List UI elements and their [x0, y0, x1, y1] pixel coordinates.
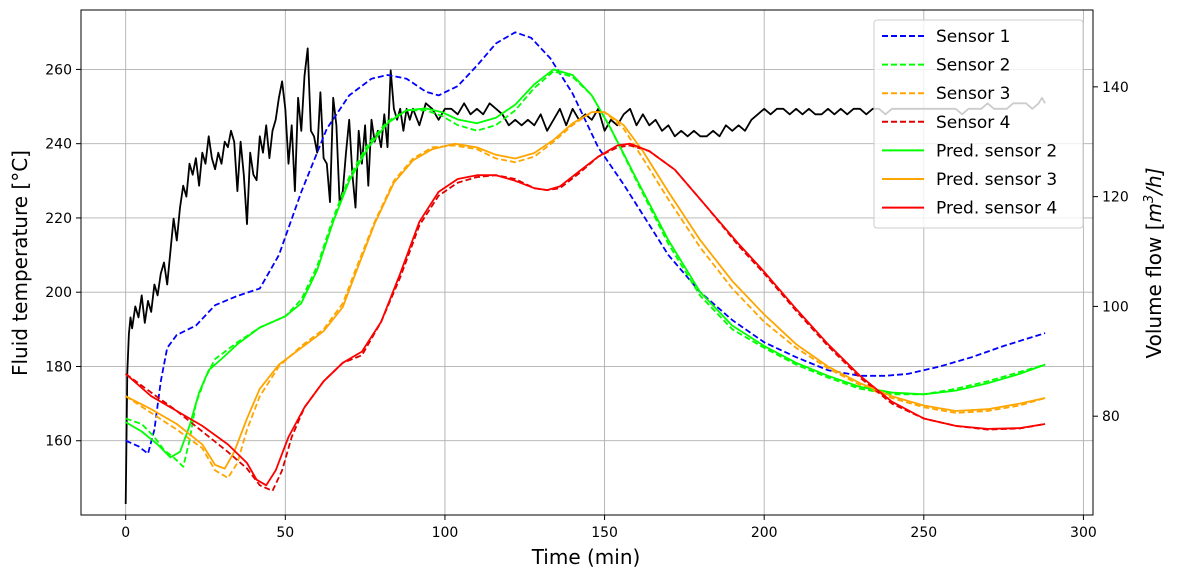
right-y-tick-label: 80	[1102, 409, 1120, 425]
legend-label-sensor-3: Sensor 3	[936, 84, 1011, 104]
right-y-axis-label-m: m	[1142, 203, 1166, 222]
legend-label-sensor-2: Sensor 2	[936, 56, 1011, 76]
left-y-tick-label: 260	[45, 62, 72, 78]
series-line-sensor-3	[125, 111, 1046, 479]
legend-label-sensor-4: Sensor 4	[936, 113, 1011, 133]
legend-label-sensor-1: Sensor 1	[936, 27, 1011, 47]
right-y-tick-label: 140	[1102, 80, 1129, 96]
axis-ticks: 0 50 100 150 200 250 300 160 180 200 220 240 260 80 10…	[45, 62, 1128, 541]
legend-label-pred-sensor-3: Pred. sensor 3	[936, 170, 1057, 190]
legend-box	[873, 19, 1084, 229]
x-tick-label: 150	[591, 525, 618, 541]
right-y-tick-label: 120	[1102, 190, 1129, 206]
x-tick-label: 300	[1070, 525, 1097, 541]
x-tick-label: 200	[751, 525, 778, 541]
series-line-sensor-4	[125, 144, 1046, 492]
series-line-pred-sensor-3	[125, 111, 1046, 470]
left-y-tick-label: 220	[45, 211, 72, 227]
right-y-axis-label-sup: 3	[1142, 195, 1157, 203]
x-axis-label: Time (min)	[531, 545, 641, 569]
series-lines	[124, 31, 1046, 505]
plot-frame	[80, 9, 1094, 516]
left-y-tick-label: 160	[45, 434, 72, 450]
right-y-axis-label-suffix: /h]	[1142, 167, 1166, 196]
right-y-axis-label: Volume flow [m3/h]	[1142, 167, 1166, 358]
legend: Sensor 1 Sensor 2 Sensor 3 Sensor 4 Pred. se…	[873, 19, 1084, 229]
series-line-sensor-1	[125, 31, 1046, 455]
left-y-tick-label: 240	[45, 137, 72, 153]
series-line-pred-sensor-4	[125, 142, 1046, 487]
series-line-volume-flow	[124, 47, 1046, 505]
x-tick-label: 0	[121, 525, 130, 541]
right-y-axis-label-prefix: Volume flow [	[1142, 222, 1166, 358]
x-tick-label: 100	[432, 525, 459, 541]
right-y-tick-label: 100	[1102, 299, 1129, 315]
legend-label-pred-sensor-2: Pred. sensor 2	[936, 141, 1057, 161]
x-tick-label: 50	[276, 525, 294, 541]
series-line-pred-sensor-2	[125, 68, 1046, 459]
legend-label-pred-sensor-4: Pred. sensor 4	[936, 199, 1057, 219]
left-y-tick-label: 180	[45, 359, 72, 375]
series-line-sensor-2	[125, 70, 1046, 468]
x-tick-label: 250	[910, 525, 937, 541]
left-y-axis-label: Fluid temperature [°C]	[8, 150, 32, 376]
left-y-tick-label: 200	[45, 285, 72, 301]
